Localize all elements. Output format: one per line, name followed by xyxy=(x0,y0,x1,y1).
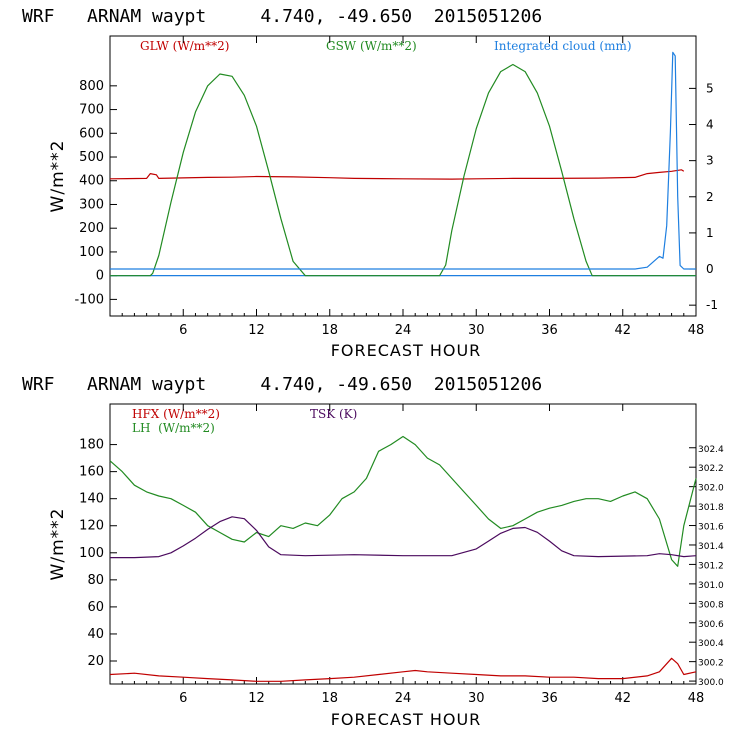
y-tick-label: 180 xyxy=(79,438,104,453)
y2-tick-label: 300.8 xyxy=(698,600,724,610)
y-tick-label: 120 xyxy=(79,519,104,534)
series-line-integrated xyxy=(110,51,696,270)
chart-2-legend-lh: LH (W/m**2) xyxy=(132,421,215,435)
y-tick-label: 600 xyxy=(79,126,104,141)
chart-1-ylabel: W/m**2 xyxy=(48,140,68,213)
chart-2-xlabel: FORECAST HOUR xyxy=(331,710,482,729)
chart-2-series xyxy=(109,435,697,682)
x-tick-label: 48 xyxy=(688,691,705,706)
chart-1-xlabel: FORECAST HOUR xyxy=(331,341,482,360)
series-line-glw xyxy=(109,169,685,180)
y-tick-label: 400 xyxy=(79,174,104,189)
y2-tick-label: 0 xyxy=(706,262,714,276)
x-tick-label: 6 xyxy=(179,691,187,706)
x-tick-label: 24 xyxy=(395,323,412,338)
x-tick-label: 30 xyxy=(468,691,485,706)
y2-tick-label: 300.2 xyxy=(698,659,724,669)
y-tick-label: 100 xyxy=(79,245,104,260)
y2-tick-label: 301.2 xyxy=(698,561,724,571)
y-tick-label: 60 xyxy=(87,600,104,615)
x-tick-label: 12 xyxy=(248,691,265,706)
y2-tick-label: 301.4 xyxy=(698,542,724,552)
y2-tick-label: 302.4 xyxy=(698,445,724,455)
y-tick-label: 800 xyxy=(79,79,104,94)
x-tick-label: 48 xyxy=(688,323,705,338)
y2-tick-label: 301.6 xyxy=(698,523,724,533)
y2-tick-label: 302.0 xyxy=(698,484,724,494)
y2-tick-label: 301.8 xyxy=(698,503,724,513)
y2-tick-label: 302.2 xyxy=(698,464,724,474)
x-tick-label: 12 xyxy=(248,323,265,338)
y2-tick-label: 300.0 xyxy=(698,678,724,688)
x-tick-label: 6 xyxy=(179,323,187,338)
chart-2-ylabel: W/m**2 xyxy=(48,508,68,581)
x-tick-label: 24 xyxy=(395,691,412,706)
chart-2-legend-tsk: TSK (K) xyxy=(310,407,357,421)
chart-2-y2-axis: 300.0 300.2 300.4 300.6 300.8 301.0 301.2 301.4… xyxy=(689,445,724,688)
y-tick-label: 300 xyxy=(79,197,104,212)
series-line-hfx xyxy=(109,657,697,682)
x-tick-label: 42 xyxy=(614,323,631,338)
chart-2-y-axis: 20 40 60 80 100 120 140 160 180 xyxy=(79,438,117,669)
chart-2-title: WRF ARNAM waypt 4.740, -49.650 201505120… xyxy=(22,374,542,395)
chart-1-x-axis: 6 12 18 24 30 36 42 48 xyxy=(121,36,705,338)
series-line-gsw xyxy=(110,63,696,277)
chart-1-legend-cloud: Integrated cloud (mm) xyxy=(494,39,632,53)
y2-tick-label: 301.0 xyxy=(698,581,724,591)
y2-tick-label: -1 xyxy=(706,298,718,312)
x-tick-label: 42 xyxy=(614,691,631,706)
y-tick-label: 100 xyxy=(79,546,104,561)
y-tick-label: 0 xyxy=(96,269,104,284)
chart-2-legend-hfx: HFX (W/m**2) xyxy=(132,407,220,421)
chart-1-legend-glw: GLW (W/m**2) xyxy=(140,39,229,53)
y2-tick-label: 300.6 xyxy=(698,620,724,630)
chart-1: WRF ARNAM waypt 4.740, -49.650 201505120… xyxy=(22,6,718,360)
x-tick-label: 30 xyxy=(468,323,485,338)
y-tick-label: 700 xyxy=(79,103,104,118)
y2-tick-label: 2 xyxy=(706,190,714,204)
y2-tick-label: 5 xyxy=(706,81,714,95)
chart-2-x-axis: 6 12 18 24 30 36 42 48 xyxy=(121,404,705,706)
y2-tick-label: 300.4 xyxy=(698,639,724,649)
chart-2: WRF ARNAM waypt 4.740, -49.650 201505120… xyxy=(22,374,724,729)
y2-tick-label: 1 xyxy=(706,226,714,240)
y-tick-label: -100 xyxy=(74,292,104,307)
x-tick-label: 18 xyxy=(321,323,338,338)
chart-2-frame xyxy=(109,403,697,685)
x-tick-label: 18 xyxy=(321,691,338,706)
chart-1-title: WRF ARNAM waypt 4.740, -49.650 201505120… xyxy=(22,6,542,27)
y-tick-label: 200 xyxy=(79,221,104,236)
chart-1-series xyxy=(109,51,696,277)
chart-1-frame xyxy=(109,35,697,317)
series-line-lh xyxy=(109,435,697,567)
y-tick-label: 500 xyxy=(79,150,104,165)
chart-1-y-axis: -100 0 100 200 300 400 500 600 700 800 xyxy=(74,79,117,307)
y-tick-label: 20 xyxy=(87,654,104,669)
y2-tick-label: 4 xyxy=(706,118,714,132)
y-tick-label: 40 xyxy=(87,627,104,642)
x-tick-label: 36 xyxy=(541,323,558,338)
y-tick-label: 160 xyxy=(79,465,104,480)
y-tick-label: 140 xyxy=(79,492,104,507)
series-line-tsk xyxy=(110,516,697,559)
chart-1-y2-axis: -1 0 1 2 3 4 5 xyxy=(689,81,718,312)
chart-1-legend-gsw: GSW (W/m**2) xyxy=(326,39,417,53)
y-tick-label: 80 xyxy=(87,573,104,588)
x-tick-label: 36 xyxy=(541,691,558,706)
y2-tick-label: 3 xyxy=(706,154,714,168)
